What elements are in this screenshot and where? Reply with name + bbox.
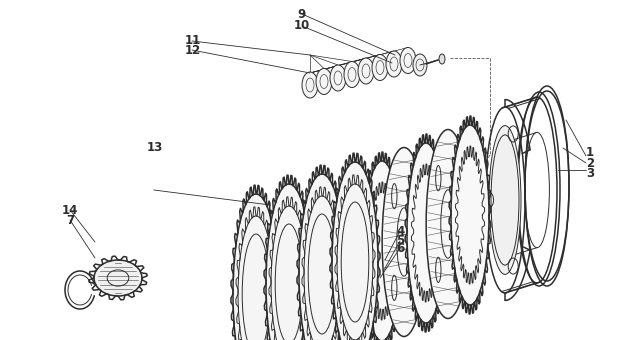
Text: 1: 1 (586, 147, 595, 159)
Ellipse shape (316, 68, 332, 95)
Ellipse shape (400, 48, 416, 73)
Ellipse shape (489, 125, 521, 274)
Text: 10: 10 (294, 19, 310, 32)
Text: 7: 7 (66, 214, 74, 227)
Text: 6: 6 (396, 242, 405, 255)
Ellipse shape (330, 65, 346, 91)
Ellipse shape (266, 184, 312, 340)
Ellipse shape (94, 260, 142, 296)
Ellipse shape (332, 162, 378, 340)
Ellipse shape (382, 148, 426, 337)
Ellipse shape (233, 194, 279, 340)
Text: 11: 11 (185, 34, 201, 47)
Text: 5: 5 (396, 234, 405, 246)
Text: 14: 14 (62, 204, 78, 217)
Text: 4: 4 (396, 225, 405, 238)
Ellipse shape (372, 54, 388, 81)
Ellipse shape (413, 54, 427, 76)
Ellipse shape (363, 161, 401, 340)
Ellipse shape (451, 125, 489, 305)
Ellipse shape (344, 62, 360, 87)
Ellipse shape (358, 58, 374, 84)
Text: 9: 9 (297, 8, 306, 21)
Text: 2: 2 (586, 157, 595, 170)
Text: 13: 13 (146, 141, 163, 154)
Ellipse shape (302, 72, 318, 98)
Ellipse shape (407, 143, 445, 323)
Ellipse shape (426, 130, 470, 319)
Ellipse shape (439, 54, 445, 64)
Text: 12: 12 (185, 44, 201, 57)
Ellipse shape (386, 51, 402, 77)
Text: 3: 3 (586, 167, 595, 180)
Ellipse shape (299, 174, 345, 340)
